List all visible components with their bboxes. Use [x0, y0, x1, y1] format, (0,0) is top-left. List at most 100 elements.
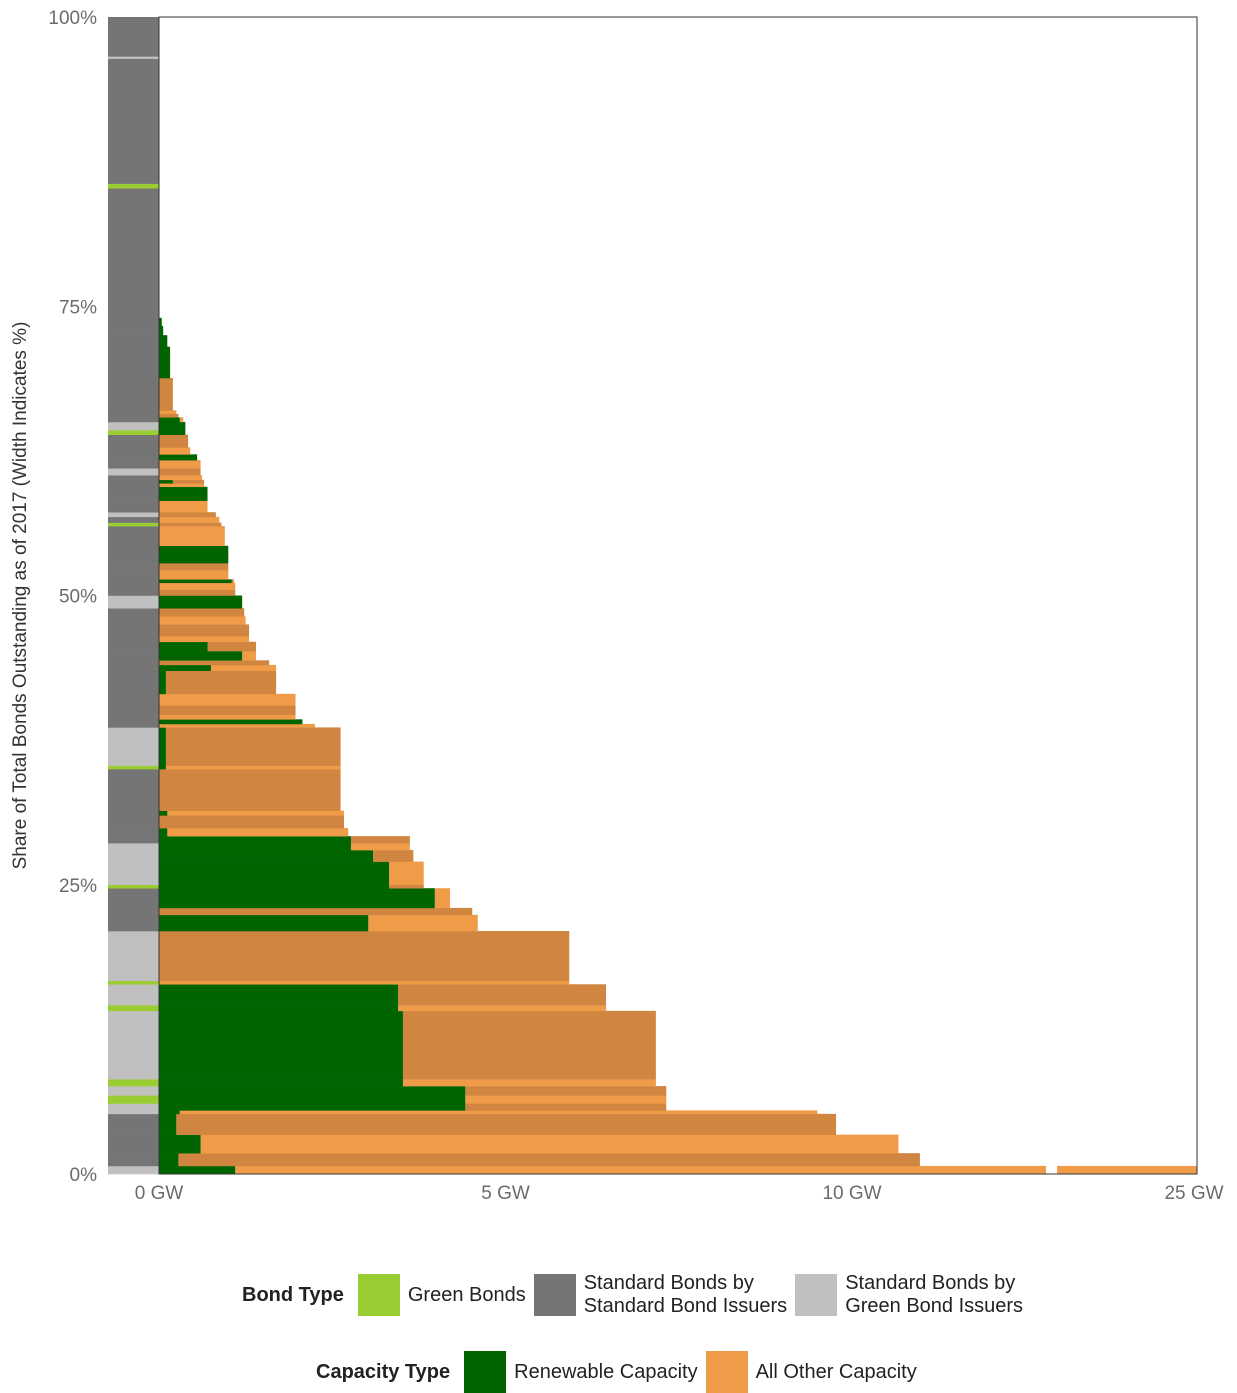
bond-bar: [108, 828, 159, 837]
renewable-capacity-bar: [159, 1165, 236, 1175]
bond-bar: [108, 325, 159, 336]
bond-bar: [108, 317, 159, 327]
bond-bar: [108, 608, 159, 617]
renewable-capacity-bar: [159, 1079, 403, 1087]
other-capacity-bar: [373, 850, 414, 862]
bond-bar: [108, 1134, 159, 1154]
other-capacity-bar: [159, 447, 191, 455]
bond-bar: [108, 1103, 159, 1111]
other-capacity-bar: [159, 468, 201, 476]
bond-bar: [108, 1113, 159, 1135]
bond-bar: [108, 670, 159, 695]
bond-bar: [108, 483, 159, 488]
bond-bar: [108, 579, 159, 584]
other-capacity-bar: [398, 984, 606, 1006]
legend-swatch-renewable: [464, 1351, 507, 1393]
bond-bar: [108, 664, 159, 672]
bond-bar: [108, 500, 159, 513]
renewable-capacity-bar: [159, 545, 229, 558]
bond-bar: [108, 475, 159, 481]
bond-bar: [108, 1095, 159, 1104]
renewable-capacity-bar: [159, 670, 166, 695]
renewable-capacity-bar: [159, 317, 162, 327]
capacity-bars: [159, 317, 1197, 1175]
renewable-capacity-bar: [159, 486, 208, 501]
y-tick-label: 75%: [59, 297, 97, 318]
renewable-capacity-bar: [159, 1103, 466, 1111]
bond-bar: [108, 641, 159, 652]
other-capacity-bar: [179, 1110, 818, 1115]
plot-border: [158, 16, 1198, 1175]
legend-swatch-standard-green: [795, 1274, 838, 1316]
other-capacity-bar: [159, 570, 229, 580]
renewable-capacity-bar: [159, 884, 390, 889]
other-capacity-bar: [402, 1079, 656, 1087]
bond-bar: [108, 914, 159, 932]
other-capacity-bar: [159, 589, 236, 596]
other-capacity-bar: [398, 1005, 606, 1012]
legend-bond-type-title: Bond Type: [242, 1283, 344, 1306]
bond-bar: [108, 545, 159, 558]
renewable-capacity-bar: [159, 850, 374, 862]
other-capacity-bar: [159, 410, 177, 415]
bond-bar: [108, 1153, 159, 1167]
bond-bar: [108, 888, 159, 909]
other-capacity-bar: [159, 769, 341, 812]
other-capacity-bar: [159, 815, 345, 829]
bond-bar: [108, 705, 159, 715]
renewable-capacity-bar: [159, 346, 171, 379]
other-capacity-bar: [159, 475, 202, 481]
bond-bar: [108, 616, 159, 625]
other-capacity-bar: [159, 624, 250, 637]
renewable-capacity-bar: [159, 557, 229, 564]
renewable-capacity-bar: [159, 1010, 403, 1080]
y-tick-label: 25%: [59, 876, 97, 897]
renewable-capacity-bar: [159, 727, 166, 766]
legend-item-other: All Other Capacity: [705, 1351, 917, 1393]
renewable-capacity-bar: [159, 1095, 466, 1104]
other-capacity-bar: [1057, 1165, 1197, 1175]
other-capacity-bar: [465, 1086, 667, 1096]
other-capacity-bar: [159, 582, 236, 591]
bond-bar: [108, 183, 159, 189]
x-tick-label: 10 GW: [822, 1183, 881, 1204]
other-capacity-bar: [159, 434, 189, 448]
legend-swatch-other: [705, 1351, 748, 1393]
bond-bar: [108, 1086, 159, 1096]
other-capacity-bar: [465, 1095, 667, 1104]
other-capacity-bar: [159, 723, 315, 728]
renewable-capacity-bar: [159, 335, 168, 348]
other-capacity-bar: [159, 693, 296, 706]
other-capacity-bar: [159, 635, 250, 643]
legend-label-standard-std: Standard Bonds by Standard Bond Issuers: [583, 1272, 788, 1317]
other-capacity-bar: [176, 1113, 837, 1135]
renewable-capacity-bar: [159, 595, 243, 609]
other-capacity-bar: [350, 836, 410, 844]
bond-bar: [108, 434, 159, 448]
renewable-capacity-bar: [159, 641, 208, 652]
renewable-capacity-bar: [159, 664, 211, 672]
other-capacity-bar: [402, 1010, 656, 1080]
renewable-capacity-bar: [159, 836, 351, 844]
other-capacity-bar: [231, 579, 234, 584]
other-capacity-bar: [159, 931, 570, 982]
bond-bar: [108, 468, 159, 476]
other-capacity-bar: [159, 563, 229, 571]
legend-label-standard-green: Standard Bonds by Green Bond Issuers: [845, 1272, 1024, 1317]
renewable-capacity-bar: [159, 914, 369, 932]
bond-bar: [108, 460, 159, 469]
other-capacity-bar: [368, 914, 478, 932]
renewable-capacity-bar: [159, 454, 198, 461]
legend-item-renewable: Renewable Capacity: [464, 1351, 698, 1393]
renewable-capacity-bar: [159, 810, 168, 816]
bond-bar: [108, 454, 159, 461]
renewable-capacity-bar: [159, 417, 180, 423]
other-capacity-bar: [350, 843, 410, 851]
other-capacity-bar: [159, 377, 173, 411]
bond-bar: [108, 810, 159, 816]
legend-label-other: All Other Capacity: [755, 1360, 917, 1383]
other-capacity-bar: [235, 1165, 1047, 1175]
x-tick-label: 0 GW: [135, 1183, 184, 1204]
bond-bar: [108, 1079, 159, 1087]
bond-bar: [108, 765, 159, 770]
